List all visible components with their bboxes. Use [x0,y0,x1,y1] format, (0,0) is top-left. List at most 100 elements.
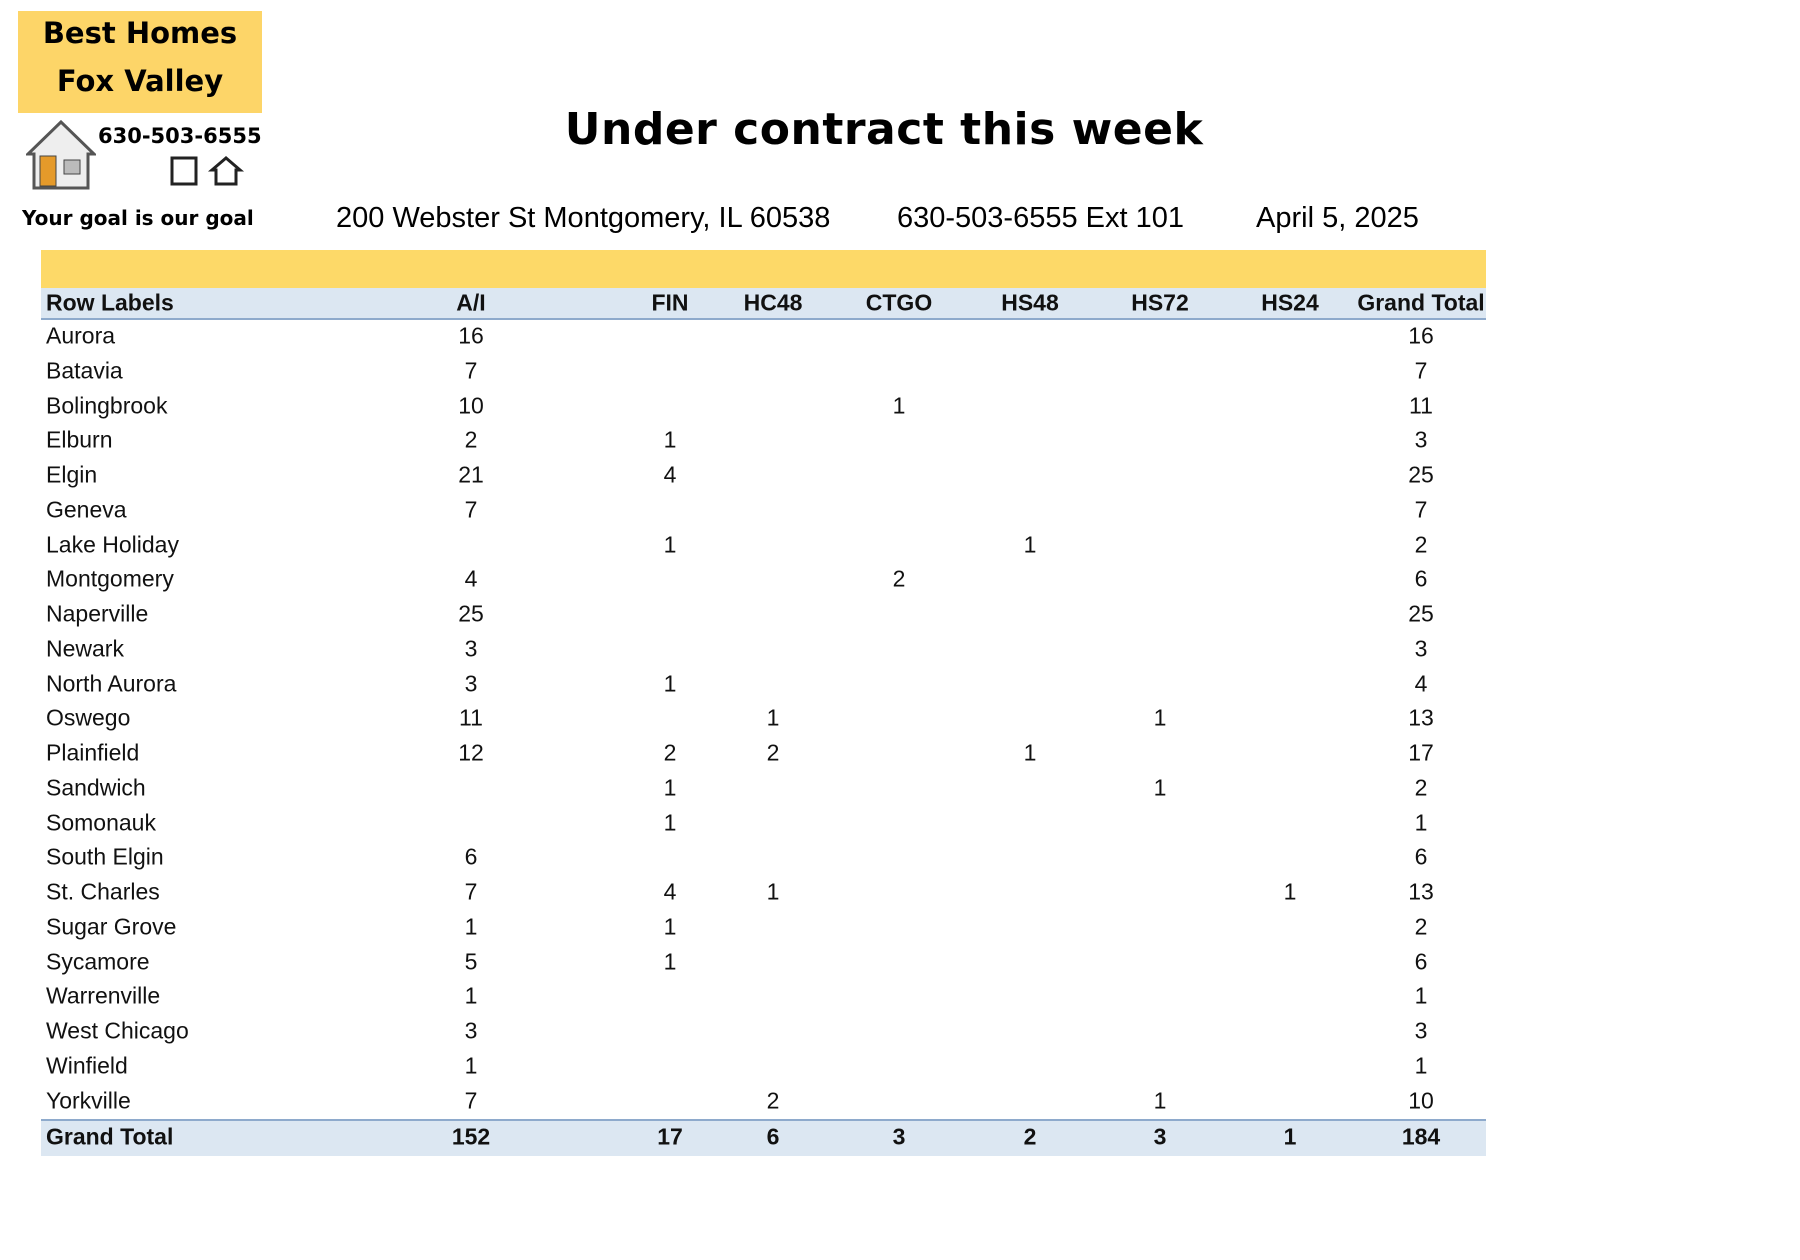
table-cell: Newark [46,635,124,662]
table-cell: 7 [464,357,478,384]
table-cell: 25 [458,600,484,627]
header-band [41,288,1486,320]
table-cell: 4 [464,565,478,592]
table-cell: Warrenville [46,982,161,1009]
house-icon [26,120,96,190]
table-cell: 1 [1414,809,1428,835]
table-cell: 152 [451,1123,491,1150]
table-cell: 2 [766,1087,780,1113]
table-cell: 16 [1408,322,1434,349]
table-cell: 25 [1408,461,1434,488]
table-cell: 7 [1414,357,1428,384]
title: Under contract this week [564,104,1204,155]
table-cell: Yorkville [46,1087,131,1113]
table-cell: CTGO [865,289,933,316]
table-cell: 1 [663,426,677,453]
table-cell: 1 [1153,774,1167,801]
table-cell: 12 [458,739,484,766]
date: April 5, 2025 [1256,202,1419,234]
table-cell: Oswego [46,704,131,731]
table-cell: Grand Total [46,1123,174,1150]
table-cell: 10 [1408,1087,1434,1113]
table-cell: HS72 [1131,289,1189,316]
table-cell: 6 [1414,843,1428,870]
table-cell: 2 [1414,531,1428,557]
table-cell: 3 [892,1123,906,1150]
table-cell: 1 [1153,1087,1167,1113]
table-cell: 4 [663,878,677,905]
table-cell: 1 [1023,531,1037,557]
table-cell: St. Charles [46,878,160,905]
table-cell: Plainfield [46,739,140,766]
table-cell: 11 [459,704,483,731]
table-cell: West Chicago [46,1017,189,1044]
table-cell: Batavia [46,357,123,384]
table-cell: A/I [456,289,486,316]
total-band [41,1119,1486,1156]
table-cell: 2 [464,426,478,453]
table-cell: 3 [1414,1017,1428,1044]
table-cell: 7 [464,496,478,523]
realtor-icons [170,156,245,186]
table-cell: 10 [458,392,484,418]
table-cell: 2 [663,739,677,766]
table-cell: 7 [464,878,478,905]
table-cell: Montgomery [46,565,174,592]
table-cell: 1 [1283,878,1297,905]
table-cell: Sycamore [46,948,150,974]
phone: 630-503-6555 Ext 101 [897,202,1184,234]
table-cell: 2 [766,739,780,766]
table-cell: 184 [1401,1123,1441,1150]
logo-line: Best Homes [42,16,238,50]
table-cell: Somonauk [46,809,156,835]
table-cell: 3 [464,670,478,696]
table-cell: Sandwich [46,774,146,801]
table-cell: South Elgin [46,843,164,870]
logo-tagline: Your goal is our goal [22,206,254,230]
table-cell: 1 [766,878,780,905]
table-cell: Sugar Grove [46,913,177,940]
table-cell: Geneva [46,496,127,523]
table-cell: 1 [663,809,677,835]
table-cell: 16 [458,322,484,349]
table-cell: 25 [1408,600,1434,627]
table-cell: 6 [766,1123,780,1150]
table-cell: 2 [1414,774,1428,801]
table-cell: 1 [464,913,478,940]
table-cell: 3 [464,1017,478,1044]
table-cell: 11 [1409,392,1433,418]
table-cell: 1 [892,392,906,418]
address: 200 Webster St Montgomery, IL 60538 [336,202,831,234]
table-cell: 1 [766,704,780,731]
table-cell: FIN [651,289,689,316]
table-cell: 7 [1414,496,1428,523]
table-cell: Aurora [46,322,116,349]
table-cell: 2 [1023,1123,1037,1150]
table-cell: 5 [464,948,478,974]
table-cell: 3 [464,635,478,662]
table-cell: 1 [464,982,478,1009]
logo-phone: 630-503-6555 [98,124,262,148]
table-cell: 13 [1408,878,1434,905]
table-cell: 4 [1414,670,1428,696]
table-cell: 2 [892,565,906,592]
table-cell: 13 [1408,704,1434,731]
table-cell: Lake Holiday [46,531,179,557]
table-cell: 1 [663,531,677,557]
table-cell: 6 [464,843,478,870]
table-banner [41,250,1486,288]
table-cell: HS48 [1001,289,1059,316]
table-cell: 1 [1414,982,1428,1009]
table-cell: Elburn [46,426,113,453]
table-cell: 17 [657,1123,683,1150]
table-cell: 21 [458,461,484,488]
table-cell: 2 [1414,913,1428,940]
table-cell: 1 [464,1052,478,1079]
table-cell: Winfield [46,1052,128,1079]
table-cell: HC48 [743,289,803,316]
table-cell: 6 [1414,565,1428,592]
table-cell: 4 [663,461,677,488]
table-cell: Grand Total [1357,289,1485,316]
table-cell: Bolingbrook [46,392,168,418]
